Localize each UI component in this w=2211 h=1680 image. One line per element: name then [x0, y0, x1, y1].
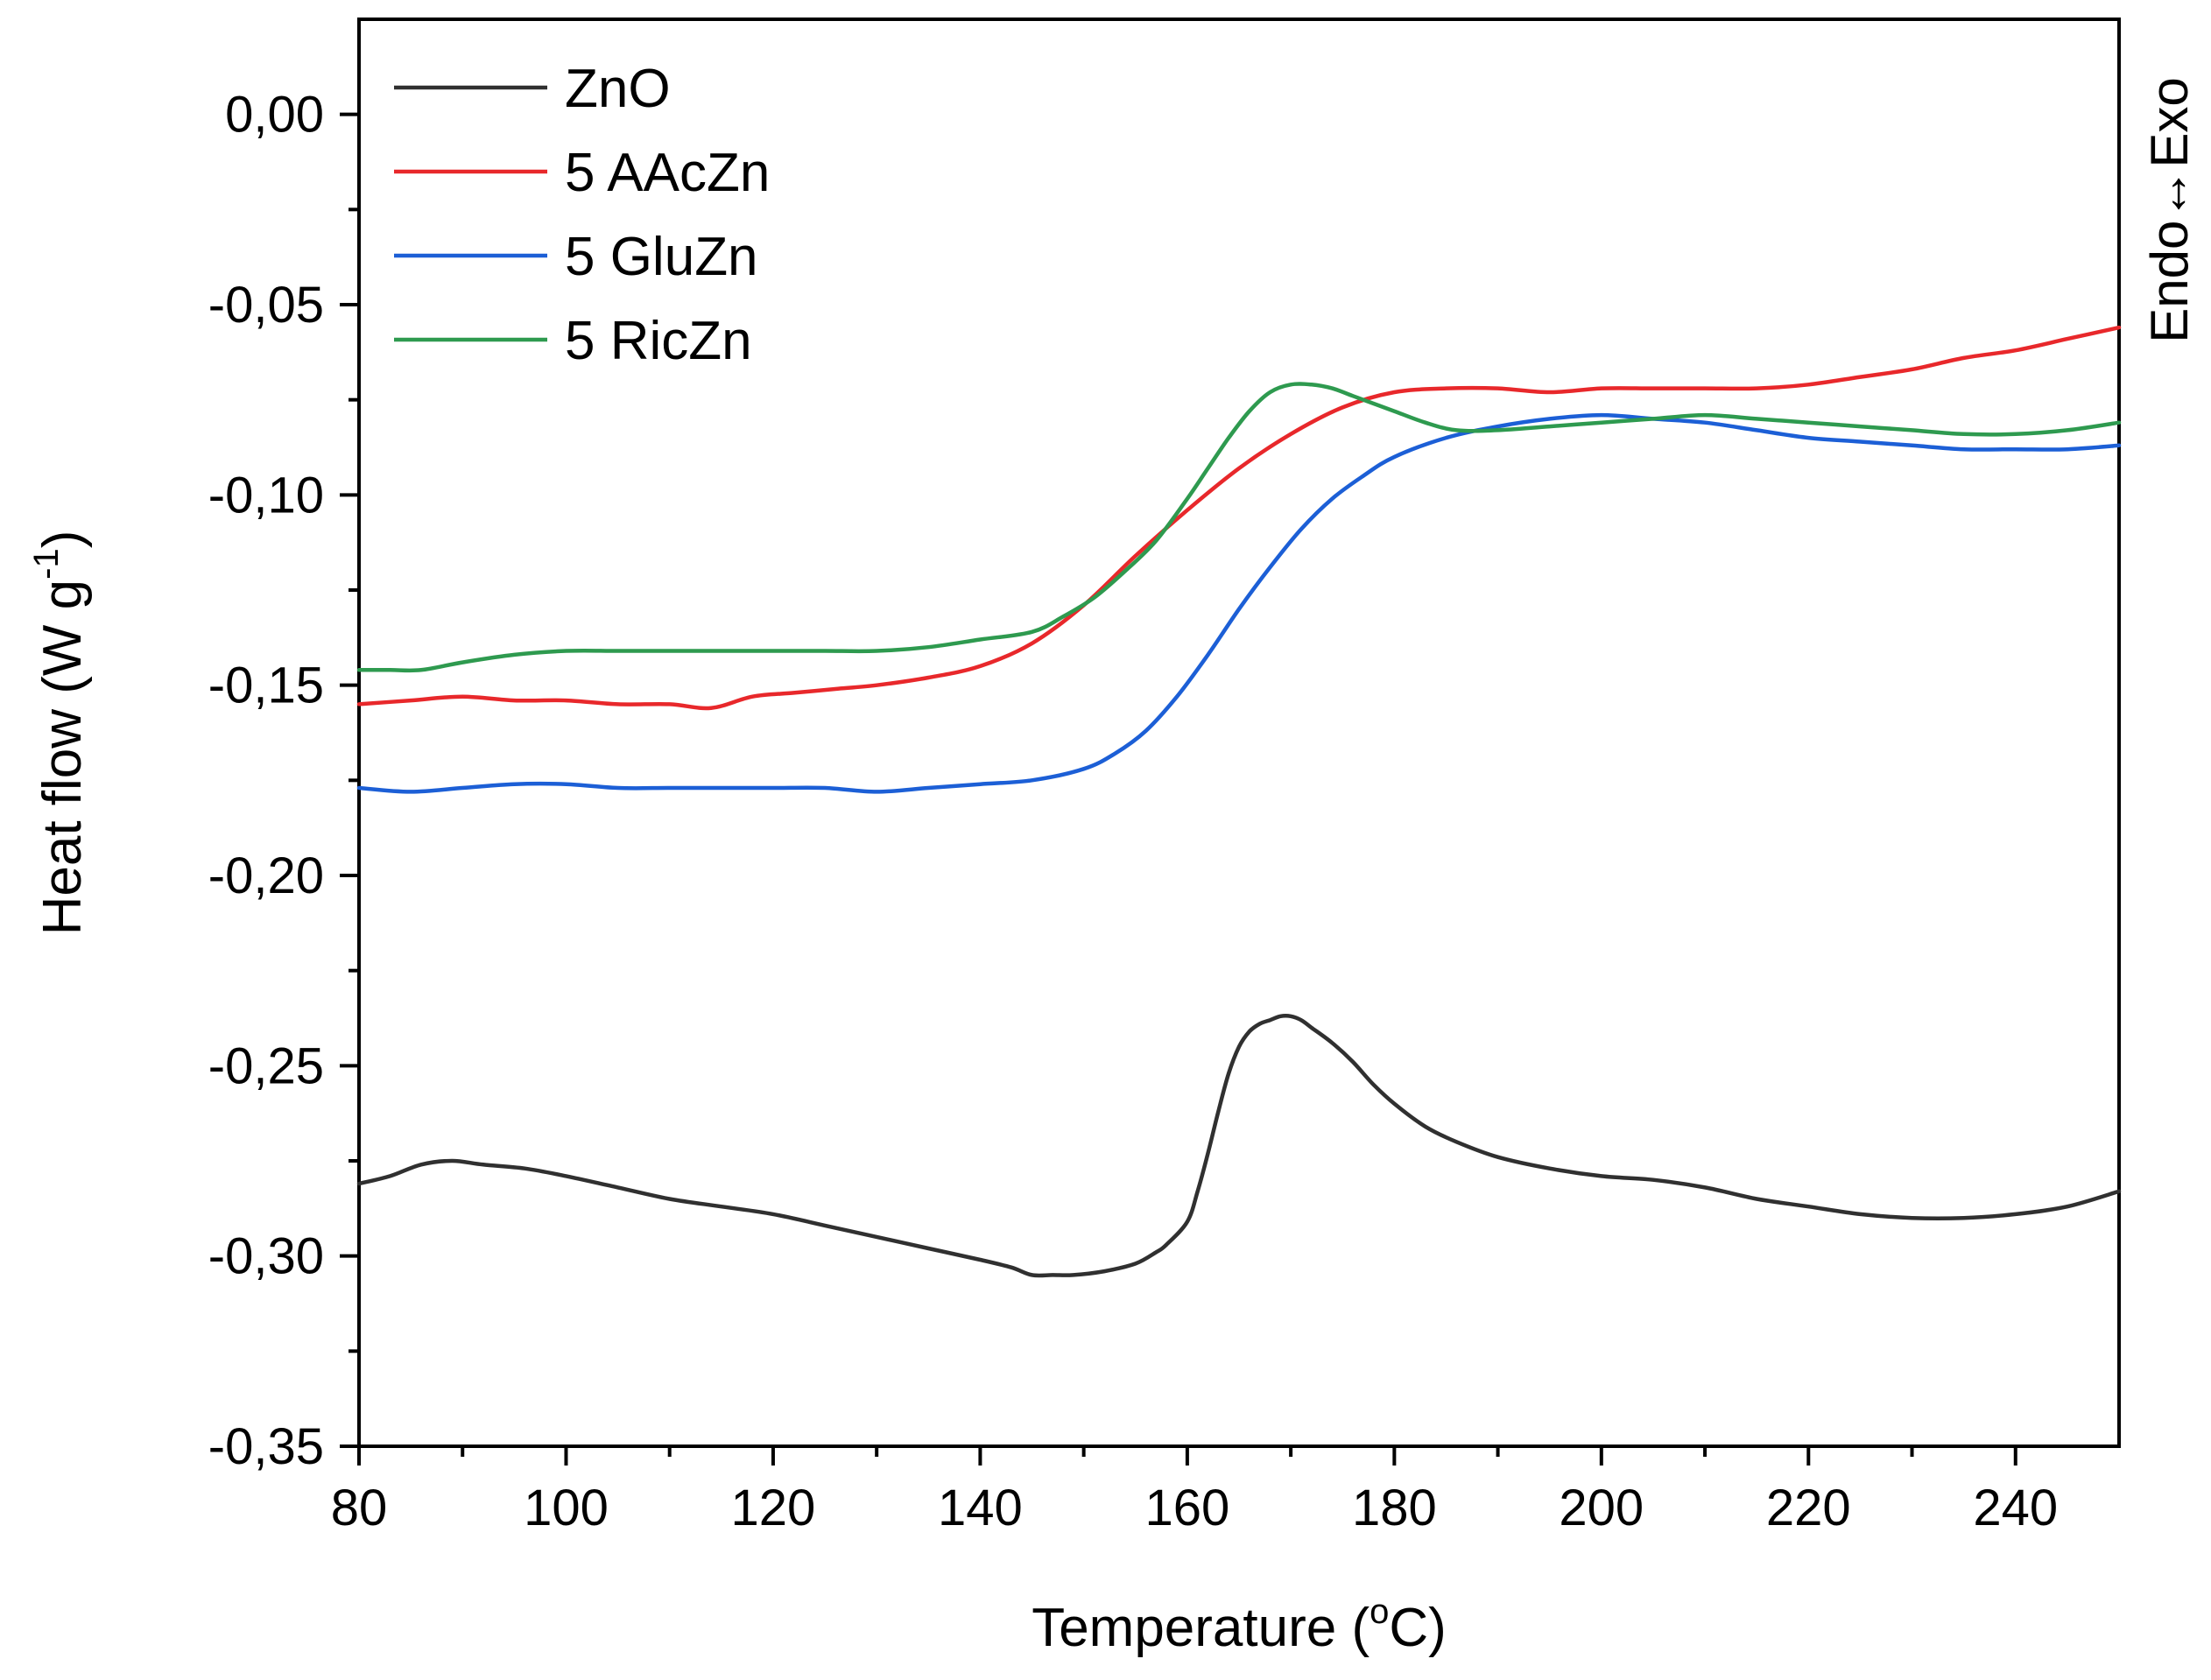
x-axis-title-unit: C): [1389, 1598, 1446, 1658]
y-axis-ticks: 0,00 -0,05 -0,10 -0,15 -0,20 -0,25 -0,30 -0,35: [208, 87, 359, 1475]
x-tick-label: 120: [731, 1480, 816, 1536]
y-tick-label: -0,35: [208, 1418, 324, 1475]
x-tick-label: 160: [1144, 1480, 1229, 1536]
y-axis-title-close: ): [32, 531, 93, 549]
y-tick-label: -0,25: [208, 1037, 324, 1094]
x-tick-label: 80: [331, 1480, 388, 1536]
x-axis-title-text: Temperature (: [1032, 1598, 1370, 1658]
x-axis-title-degree: o: [1370, 1592, 1389, 1631]
endo-exo-label: Endo↔Exo: [2140, 77, 2199, 343]
y-axis-title: Heat flow (W g-1): [27, 531, 93, 936]
y-tick-label: -0,30: [208, 1228, 324, 1285]
y-tick-label: -0,05: [208, 277, 324, 334]
y-axis-title-text: Heat flow (W g: [32, 580, 93, 936]
x-tick-label: 180: [1352, 1480, 1437, 1536]
x-tick-label: 200: [1559, 1480, 1644, 1536]
series-line-zno: [356, 1014, 2122, 1278]
series-lines: [356, 325, 2122, 1278]
y-tick-label: 0,00: [225, 87, 324, 144]
y-tick-label: -0,10: [208, 467, 324, 524]
series-line-5-riczn: [356, 382, 2122, 673]
y-axis-title-sup: -1: [27, 548, 66, 580]
x-tick-label: 100: [524, 1480, 609, 1536]
x-tick-label: 220: [1766, 1480, 1851, 1536]
legend-label: 5 RicZn: [565, 311, 752, 371]
legend-label: ZnO: [565, 59, 671, 119]
plot-frame: [357, 18, 2121, 1448]
y-tick-label: -0,15: [208, 657, 324, 714]
legend: ZnO 5 AAcZn 5 GluZn 5 RicZn: [394, 59, 770, 371]
legend-label: 5 GluZn: [565, 227, 758, 287]
x-tick-label: 240: [1973, 1480, 2058, 1536]
x-axis-ticks: 80 100 120 140 160 180 200 220 240: [331, 1446, 2058, 1536]
x-axis-title: Temperature (oC): [1032, 1592, 1447, 1658]
x-tick-label: 140: [938, 1480, 1023, 1536]
series-line-5-aaczn: [356, 325, 2122, 711]
legend-label: 5 AAcZn: [565, 143, 770, 203]
series-line-5-gluzn: [356, 412, 2122, 794]
y-tick-label: -0,20: [208, 847, 324, 904]
